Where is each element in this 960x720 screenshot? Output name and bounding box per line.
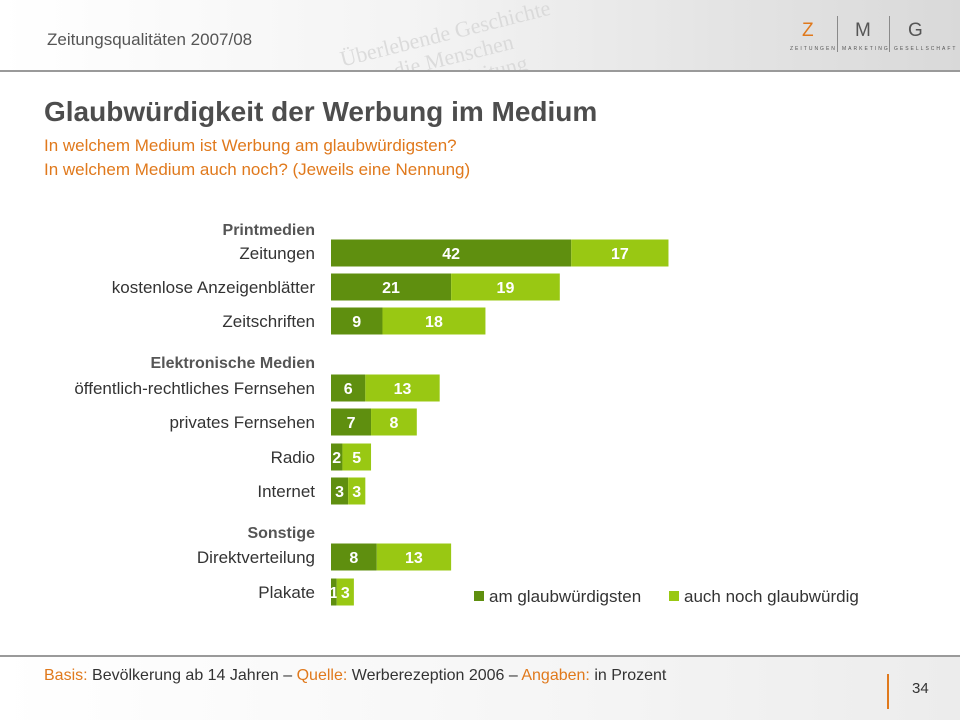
footer-source-value: Werberezeption 2006 – [347,667,522,684]
bar-most-credible [331,543,377,571]
category-label: öffentlich-rechtliches Fernsehen [74,379,315,398]
bar-also-credible [342,443,372,471]
bar-value-label: 3 [341,585,350,602]
bar-value-label: 13 [405,550,423,567]
header-band: Überlebende Geschichte ten die Menschen … [0,0,960,70]
bar-also-credible [376,543,452,571]
bar-also-credible [348,477,366,505]
logo-divider [837,16,838,52]
bar-also-credible [371,408,417,436]
bar-value-label: 18 [425,314,443,331]
category-label: Direktverteilung [197,548,315,567]
footer-basis-value: Bevölkerung ab 14 Jahren – [87,667,297,684]
bar-also-credible [382,307,486,335]
page-number: 34 [912,680,929,697]
document-title: Zeitungsqualitäten 2007/08 [47,30,253,49]
bar-most-credible [331,239,572,267]
bar-most-credible [331,477,349,505]
bar-most-credible [331,443,343,471]
category-label: Radio [271,448,315,467]
question-1: In welchem Medium ist Werbung am glaubwü… [44,136,457,155]
category-label: Internet [257,482,315,501]
footer-basis-key: Basis: [44,667,88,684]
legend-swatch [669,591,679,601]
group-label: Sonstige [247,525,315,542]
bar-also-credible [451,273,560,301]
bar-value-label: 8 [349,550,358,567]
page-number-accent [887,674,889,709]
bar-value-label: 3 [352,484,361,501]
logo-letter-g: G [908,20,923,41]
bar-value-label: 2 [332,450,341,467]
logo-divider [889,16,890,52]
bar-most-credible [331,578,337,606]
bar-most-credible [331,307,383,335]
zmg-logo: Z M G ZEITUNGEN MARKETING GESELLSCHAFT [790,16,955,56]
category-label: Plakate [258,583,315,602]
bar-also-credible [336,578,354,606]
group-label: Printmedien [223,222,315,239]
bar-most-credible [331,273,452,301]
bar-value-label: 5 [352,450,361,467]
legend-label: auch noch glaubwürdig [684,587,859,606]
category-label: kostenlose Anzeigenblätter [112,278,316,297]
category-label: Zeitungen [239,244,315,263]
slide-title: Glaubwürdigkeit der Werbung im Medium [44,96,598,127]
logo-sublabel: MARKETING [842,46,890,52]
category-label: Zeitschriften [222,312,315,331]
footer-divider [0,655,960,657]
bar-also-credible [571,239,669,267]
footer-source-key: Quelle: [296,667,348,684]
logo-letter-m: M [855,20,871,41]
bar-value-label: 1 [329,585,338,602]
logo-sublabel: GESELLSCHAFT [894,46,958,52]
category-label: privates Fernsehen [169,413,315,432]
logo-letter-z: Z [802,20,814,41]
bar-most-credible [331,374,366,402]
bar-most-credible [331,408,372,436]
bar-value-label: 8 [389,415,398,432]
footer-band [0,657,960,720]
bar-value-label: 21 [382,280,400,297]
bar-value-label: 42 [442,246,460,263]
bar-value-label: 17 [611,246,629,263]
group-label: Elektronische Medien [151,355,316,372]
bar-also-credible [365,374,440,402]
legend-swatch [474,591,484,601]
bar-value-label: 7 [347,415,356,432]
bar-value-label: 3 [335,484,344,501]
header-divider [0,70,960,72]
bar-value-label: 19 [497,280,515,297]
bar-value-label: 9 [352,314,361,331]
legend-label: am glaubwürdigsten [489,587,641,606]
footer-data-value: in Prozent [589,667,667,684]
footer-source-note: Basis: Bevölkerung ab 14 Jahren – Quelle… [44,667,666,685]
logo-sublabel: ZEITUNGEN [790,46,837,52]
bar-value-label: 13 [394,381,412,398]
footer-data-key: Angaben: [521,667,590,684]
bar-value-label: 6 [344,381,353,398]
question-2: In welchem Medium auch noch? (Jeweils ei… [44,160,471,179]
